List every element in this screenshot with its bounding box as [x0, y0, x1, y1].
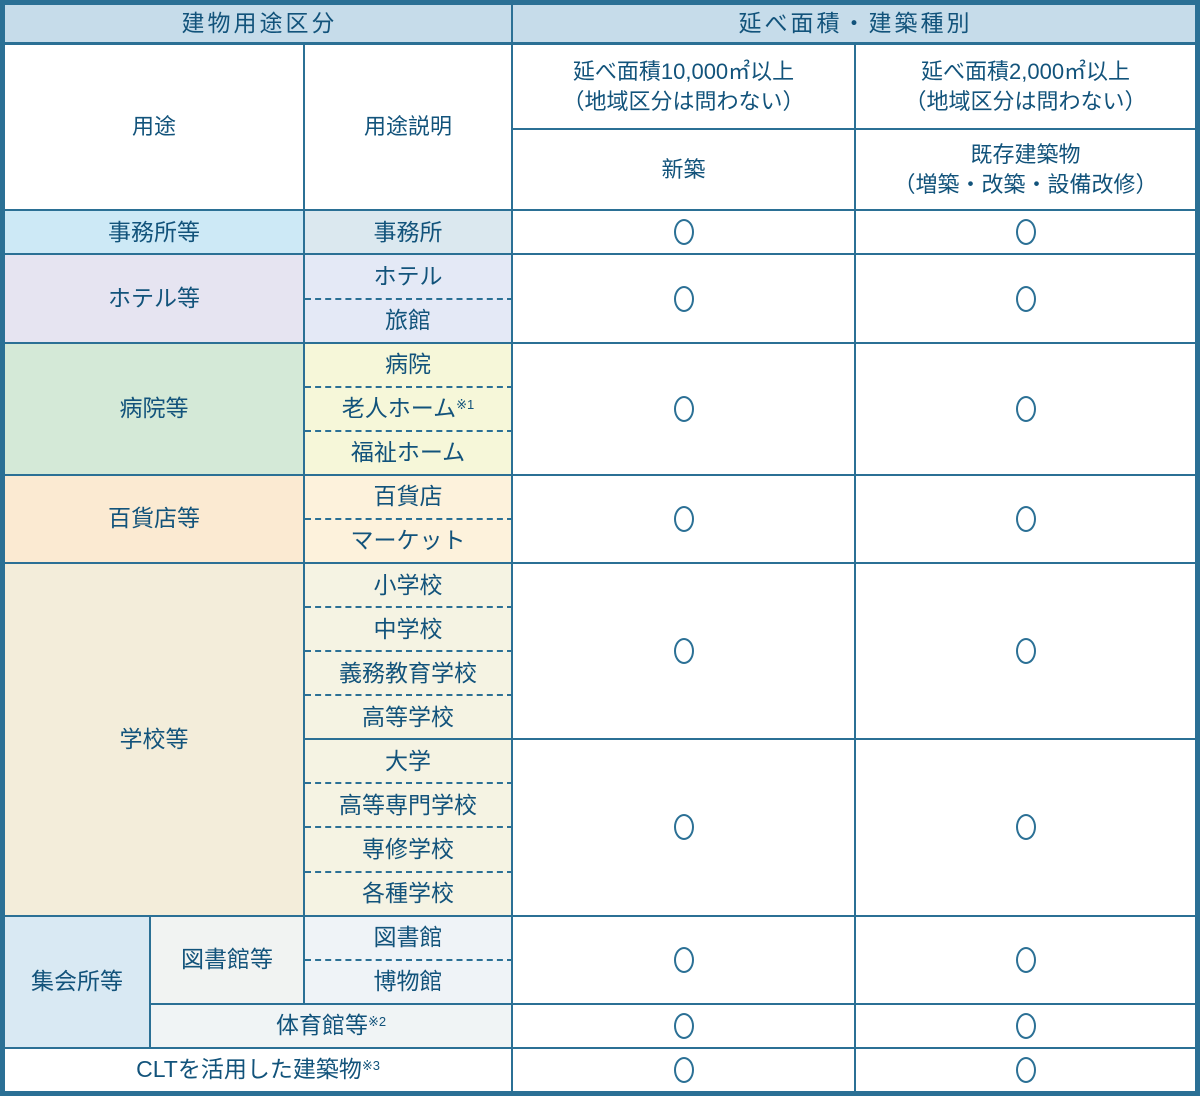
- mark-library-existing: [856, 914, 1196, 1003]
- header-existing-building: 既存建築物 （増築・改築・設備改修）: [856, 128, 1196, 210]
- note-ref-1: ※1: [456, 397, 475, 413]
- circle-mark: [1015, 219, 1036, 246]
- mark-dept-existing: [856, 473, 1196, 562]
- mark-school1-new: [513, 561, 857, 739]
- item-miscellaneous-school: 各種学校: [305, 870, 514, 915]
- item-office: 事務所: [305, 209, 514, 254]
- circle-mark: [1015, 946, 1036, 973]
- circle-mark: [673, 814, 694, 841]
- circle-mark: [1015, 395, 1036, 422]
- circle-mark: [1015, 505, 1036, 532]
- mark-office-existing: [856, 209, 1196, 254]
- item-department-store: 百貨店: [305, 473, 514, 518]
- use-department-store: 百貨店等: [5, 473, 305, 562]
- mark-office-new: [513, 209, 857, 254]
- mark-hotel-existing: [856, 253, 1196, 342]
- header-use: 用途: [5, 42, 305, 210]
- mark-clt-new: [513, 1046, 857, 1091]
- header-area-2000-line2: （地域区分は問わない）: [904, 88, 1147, 114]
- item-library: 図書館: [305, 914, 514, 959]
- header-existing-line1: 既存建築物: [970, 142, 1081, 168]
- mark-library-new: [513, 914, 857, 1003]
- circle-mark: [673, 505, 694, 532]
- item-high-school: 高等学校: [305, 694, 514, 739]
- header-area-10000-line1: 延べ面積10,000㎡以上: [572, 58, 795, 84]
- circle-mark: [673, 638, 694, 665]
- item-market: マーケット: [305, 517, 514, 562]
- clt-label: CLTを活用した建築物: [136, 1056, 362, 1083]
- item-compulsory-education-school: 義務教育学校: [305, 650, 514, 695]
- header-building-use-category: 建物用途区分: [5, 5, 514, 43]
- header-new-construction: 新築: [513, 128, 857, 210]
- item-elderly-home: 老人ホーム※1: [305, 385, 514, 430]
- mark-school2-existing: [856, 738, 1196, 915]
- gymnasium-label: 体育館等: [275, 1012, 368, 1039]
- item-elderly-home-label: 老人ホーム: [341, 395, 457, 422]
- circle-mark: [673, 1056, 694, 1083]
- item-technical-college: 高等専門学校: [305, 782, 514, 827]
- item-junior-high-school: 中学校: [305, 606, 514, 651]
- mark-dept-new: [513, 473, 857, 562]
- header-existing-line2: （増築・改築・設備改修）: [893, 171, 1158, 197]
- circle-mark: [673, 946, 694, 973]
- circle-mark: [1015, 285, 1036, 312]
- header-area-10000-line2: （地域区分は問わない）: [562, 88, 805, 114]
- header-area-10000: 延べ面積10,000㎡以上 （地域区分は問わない）: [513, 42, 857, 129]
- mark-school2-new: [513, 738, 857, 915]
- item-hospital: 病院: [305, 341, 514, 386]
- sub-use-gymnasium: 体育館等※2: [151, 1002, 514, 1047]
- mark-school1-existing: [856, 561, 1196, 739]
- mark-hotel-new: [513, 253, 857, 342]
- mark-gym-new: [513, 1002, 857, 1047]
- use-hotel: ホテル等: [5, 253, 305, 342]
- circle-mark: [673, 285, 694, 312]
- mark-gym-existing: [856, 1002, 1196, 1047]
- mark-clt-existing: [856, 1046, 1196, 1091]
- item-vocational-school: 専修学校: [305, 826, 514, 871]
- use-assembly-hall: 集会所等: [5, 914, 151, 1047]
- use-school: 学校等: [5, 561, 305, 915]
- use-hospital: 病院等: [5, 341, 305, 474]
- mark-hospital-existing: [856, 341, 1196, 474]
- circle-mark: [1015, 814, 1036, 841]
- item-welfare-home: 福祉ホーム: [305, 429, 514, 474]
- header-area-2000-line1: 延べ面積2,000㎡以上: [921, 58, 1131, 84]
- header-floor-area-building-type: 延べ面積・建築種別: [513, 5, 1196, 43]
- circle-mark: [1015, 638, 1036, 665]
- circle-mark: [1015, 1012, 1036, 1039]
- circle-mark: [673, 1012, 694, 1039]
- item-university: 大学: [305, 738, 514, 783]
- item-museum: 博物館: [305, 958, 514, 1003]
- note-ref-2: ※2: [367, 1014, 387, 1030]
- item-elementary-school: 小学校: [305, 561, 514, 607]
- item-hotel: ホテル: [305, 253, 514, 298]
- header-area-2000: 延べ面積2,000㎡以上 （地域区分は問わない）: [856, 42, 1196, 129]
- use-office: 事務所等: [5, 209, 305, 254]
- header-use-description: 用途説明: [305, 42, 514, 210]
- circle-mark: [673, 395, 694, 422]
- sub-use-library: 図書館等: [151, 914, 305, 1003]
- circle-mark: [1015, 1056, 1036, 1083]
- use-clt-building: CLTを活用した建築物※3: [5, 1046, 514, 1091]
- note-ref-3: ※3: [361, 1058, 380, 1074]
- mark-hospital-new: [513, 341, 857, 474]
- item-ryokan: 旅館: [305, 297, 514, 342]
- circle-mark: [673, 219, 694, 246]
